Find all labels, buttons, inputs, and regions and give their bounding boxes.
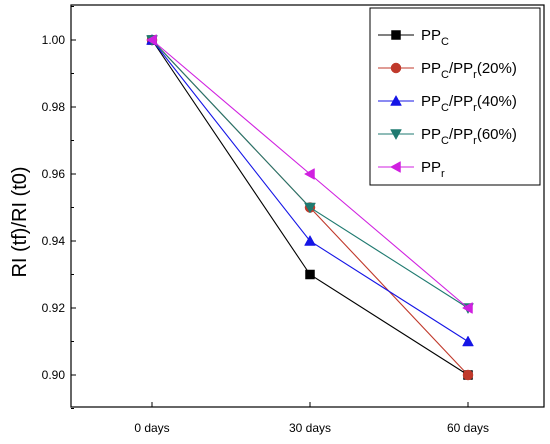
data-point <box>390 129 402 141</box>
plot-frame <box>70 4 545 408</box>
legend-label: PPC/PPr(60%) <box>421 126 517 147</box>
y-tick-label: 1.00 <box>42 33 66 47</box>
legend-label: PPC/PPr(20%) <box>421 60 517 81</box>
legend-entry: PPC <box>378 27 449 48</box>
data-point <box>303 168 315 180</box>
data-point <box>304 202 316 214</box>
y-tick-label: 0.94 <box>42 234 66 248</box>
y-tick-label: 0.90 <box>42 368 66 382</box>
legend-label: PPC/PPr(40%) <box>421 93 517 114</box>
series-5 <box>145 34 473 314</box>
legend-entry: PPC/PPr(40%) <box>378 93 517 114</box>
y-axis: 0.90 0.92 0.94 0.96 0.98 1.00 <box>42 6 76 409</box>
legend-entry: PPr <box>378 159 445 180</box>
legend-entry: PPC/PPr(60%) <box>378 126 517 147</box>
legend-label: PPC <box>421 27 449 48</box>
data-point <box>462 335 474 347</box>
x-axis: 0 days 30 days 60 days <box>134 402 489 435</box>
x-tick-label: 60 days <box>447 421 489 435</box>
data-point <box>391 30 401 40</box>
data-point <box>390 62 402 74</box>
legend-label: PPr <box>421 159 445 180</box>
legend-entry: PPC/PPr(20%) <box>378 60 517 81</box>
x-tick-label: 30 days <box>289 421 331 435</box>
y-tick-label: 0.98 <box>42 100 66 114</box>
data-point <box>390 94 402 106</box>
x-tick-label: 0 days <box>134 421 169 435</box>
legend: PPC PPC/PPr(20%) PPC/PPr(40%) PPC/PPr(60%) P… <box>369 7 541 186</box>
y-tick-label: 0.96 <box>42 167 66 181</box>
series-layer <box>145 33 474 381</box>
data-point <box>462 369 474 381</box>
data-point <box>389 161 401 173</box>
data-point <box>145 34 157 46</box>
y-axis-title: RI (tf)/RI (t0) <box>9 166 31 277</box>
data-point <box>461 302 473 314</box>
y-tick-label: 0.92 <box>42 301 66 315</box>
data-point <box>305 269 315 280</box>
data-point <box>304 234 316 246</box>
